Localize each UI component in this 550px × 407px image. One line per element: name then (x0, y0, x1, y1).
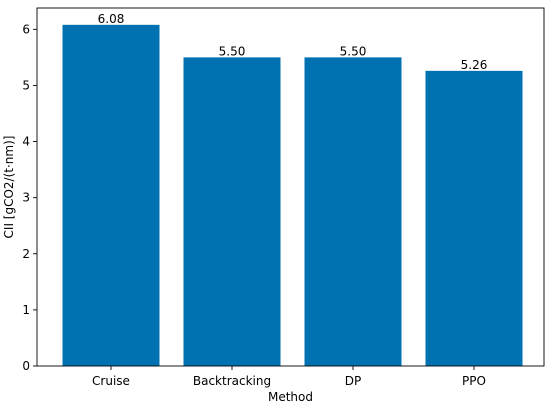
x-tick-label: DP (345, 374, 361, 388)
data-labels-group: 6.08 5.50 5.50 5.26 (98, 12, 488, 72)
data-label-cruise: 6.08 (98, 12, 125, 26)
x-tick-label: Backtracking (193, 374, 271, 388)
plot-frame (36, 7, 545, 367)
y-axis-label: CII [gCO2/(t·nm)] (2, 136, 16, 239)
y-tick-label: 3 (22, 191, 30, 205)
x-axis-ticks: Cruise Backtracking DP PPO (92, 366, 486, 388)
data-label-ppo: 5.26 (461, 58, 488, 72)
bar-ppo (425, 70, 523, 366)
x-tick-label: PPO (462, 374, 486, 388)
y-tick-label: 4 (22, 135, 30, 149)
bar-dp (304, 57, 402, 367)
bar-cruise (62, 24, 160, 366)
bars-group (62, 24, 523, 367)
y-tick-label: 6 (22, 22, 30, 36)
y-tick-label: 1 (22, 303, 30, 317)
x-tick-label: Cruise (92, 374, 130, 388)
bar-backtracking (183, 57, 281, 367)
y-tick-label: 2 (22, 247, 30, 261)
data-label-backtracking: 5.50 (219, 44, 246, 58)
y-tick-label: 0 (22, 359, 30, 373)
y-axis-ticks: 0 1 2 3 4 5 6 (22, 22, 37, 373)
data-label-dp: 5.50 (340, 44, 367, 58)
y-tick-label: 5 (22, 78, 30, 92)
x-axis-label: Method (268, 390, 313, 404)
